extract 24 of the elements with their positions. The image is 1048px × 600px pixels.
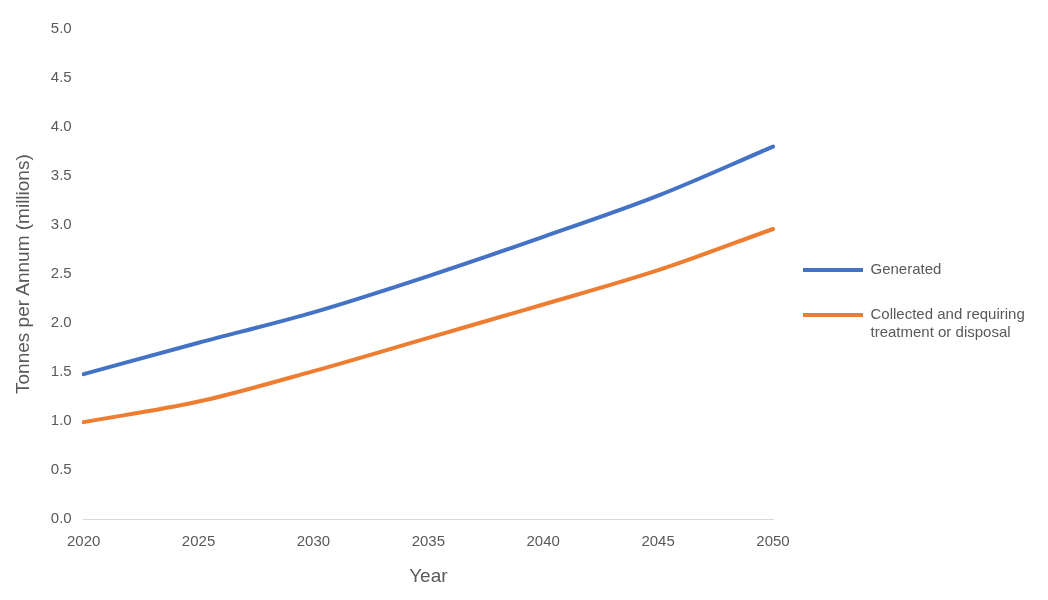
y-tick-label: 4.0 bbox=[50, 117, 72, 135]
y-tick-label: 2.5 bbox=[50, 264, 72, 282]
y-tick-label: 2.0 bbox=[50, 313, 72, 331]
x-tick-label: 2050 bbox=[756, 532, 790, 550]
y-tick-label: 4.5 bbox=[50, 68, 72, 86]
legend-label: Collected and requiring treatment or disposal bbox=[870, 305, 1025, 341]
x-tick-label: 2030 bbox=[296, 532, 331, 550]
x-tick-label: 2040 bbox=[526, 532, 560, 550]
line-series bbox=[81, 227, 775, 425]
y-axis-title: Tonnes per Annum (millions) bbox=[11, 154, 33, 394]
line-series bbox=[81, 144, 775, 377]
y-tick-label: 3.0 bbox=[50, 215, 72, 233]
x-tick-label: 2020 bbox=[66, 532, 101, 550]
y-tick-label: 5.0 bbox=[50, 19, 72, 37]
x-axis-title: Year bbox=[409, 564, 449, 586]
x-tick-label: 2025 bbox=[181, 532, 216, 550]
x-tick-label: 2045 bbox=[641, 532, 675, 550]
x-tick-label: 2035 bbox=[411, 532, 446, 550]
y-tick-label: 3.5 bbox=[50, 166, 72, 184]
y-tick-label: 0.5 bbox=[50, 460, 72, 478]
legend-label: Generated bbox=[870, 260, 942, 278]
y-tick-label: 1.0 bbox=[50, 411, 72, 429]
y-tick-label: 1.5 bbox=[50, 362, 72, 380]
y-tick-label: 0.0 bbox=[50, 509, 72, 527]
